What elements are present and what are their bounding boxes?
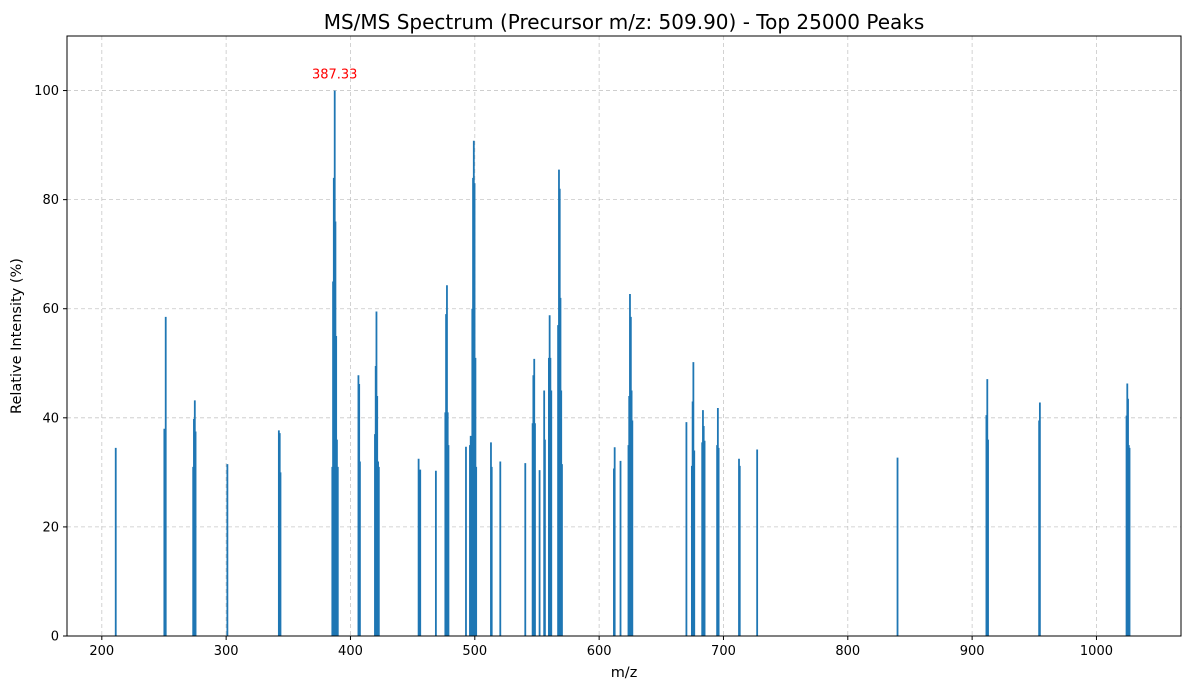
x-tick-label: 200 [89,644,114,659]
y-tick-label: 80 [42,193,59,208]
x-tick-label: 800 [835,644,860,659]
axis-ticks: 200 300 400 500 600 700 800 900 1000 0 20 40 60 80 100 [34,84,1113,659]
x-tick-label: 500 [462,644,487,659]
plot-frame [66,35,1182,637]
x-tick-label: 600 [587,644,612,659]
x-tick-label: 700 [711,644,736,659]
x-tick-label: 400 [338,644,363,659]
y-tick-label: 20 [42,520,59,535]
peak-bars [114,90,1131,636]
y-tick-label: 0 [51,630,59,645]
x-tick-label: 1000 [1080,644,1113,659]
y-tick-label: 100 [34,84,59,99]
x-tick-label: 900 [960,644,985,659]
y-tick-label: 60 [42,302,59,317]
x-axis-label: m/z [611,665,638,681]
y-tick-label: 40 [42,411,59,426]
x-tick-label: 300 [214,644,239,659]
y-axis-label: Relative Intensity (%) [9,258,25,414]
chart-title: MS/MS Spectrum (Precursor m/z: 509.90) -… [324,10,925,34]
base-peak-annotation: 387.33 [312,68,358,83]
